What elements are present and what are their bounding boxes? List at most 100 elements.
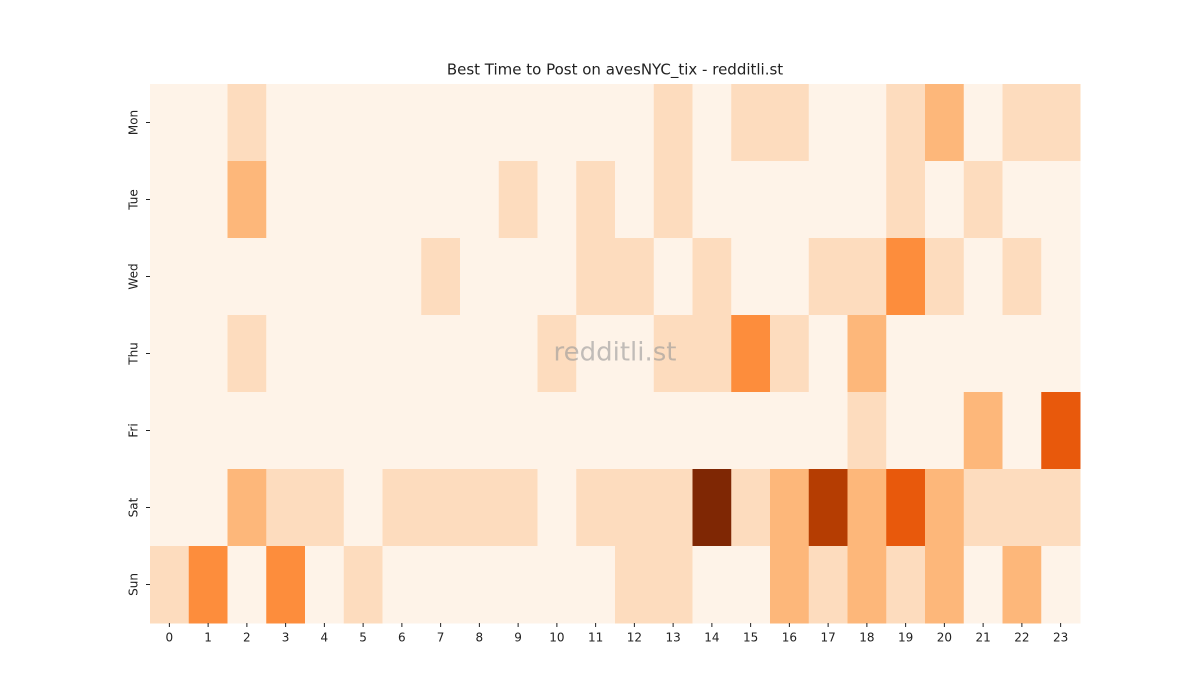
heat-cell <box>266 392 306 470</box>
x-tick-label: 22 <box>1014 631 1029 645</box>
y-tick-label: Tue <box>127 189 141 211</box>
heat-cell <box>925 238 965 316</box>
heat-cell <box>886 315 926 393</box>
heat-cell <box>653 546 693 624</box>
heat-cell <box>227 315 267 393</box>
heat-cell <box>615 469 655 547</box>
heat-cell <box>188 392 228 470</box>
heat-cell <box>266 84 306 162</box>
heat-cell <box>692 546 732 624</box>
heat-cell <box>1002 161 1042 239</box>
heat-cell <box>188 315 228 393</box>
y-tick-label: Wed <box>127 263 141 289</box>
heat-cell <box>615 161 655 239</box>
x-tick-label: 14 <box>704 631 719 645</box>
heat-cell <box>770 392 810 470</box>
heat-cell <box>1002 546 1042 624</box>
heat-cell <box>653 161 693 239</box>
heat-cell <box>576 315 616 393</box>
heat-cell <box>770 161 810 239</box>
heat-cell <box>963 546 1003 624</box>
x-tick-label: 9 <box>514 631 522 645</box>
heat-cell <box>1041 315 1081 393</box>
heat-cell <box>343 161 383 239</box>
x-tick-label: 17 <box>820 631 835 645</box>
heat-cell <box>886 546 926 624</box>
heat-cell <box>382 84 422 162</box>
heat-cell <box>460 315 500 393</box>
heat-cell <box>460 84 500 162</box>
heat-cell <box>1041 238 1081 316</box>
heat-cell <box>343 546 383 624</box>
heat-cell <box>692 469 732 547</box>
heat-cell <box>925 315 965 393</box>
heat-cell <box>227 392 267 470</box>
y-tick-label: Sun <box>127 573 141 596</box>
x-tick-label: 5 <box>359 631 367 645</box>
x-tick-label: 19 <box>898 631 913 645</box>
heat-cell <box>421 315 461 393</box>
heat-cell <box>886 238 926 316</box>
x-tick-label: 11 <box>588 631 603 645</box>
x-tick-label: 8 <box>476 631 484 645</box>
heat-cell <box>498 546 538 624</box>
heat-cell <box>150 392 190 470</box>
heat-cell <box>808 161 848 239</box>
heat-cell <box>382 392 422 470</box>
heat-cell <box>1041 469 1081 547</box>
heat-cell <box>460 392 500 470</box>
heat-cell <box>421 84 461 162</box>
heat-cell <box>692 238 732 316</box>
heat-cell <box>886 84 926 162</box>
heat-cell <box>808 315 848 393</box>
heat-cell <box>266 546 306 624</box>
heat-cell <box>576 392 616 470</box>
x-tick-label: 18 <box>859 631 874 645</box>
heat-cell <box>692 84 732 162</box>
heat-cell <box>537 238 577 316</box>
heat-cell <box>847 84 887 162</box>
heat-cell <box>576 161 616 239</box>
heat-cell <box>808 546 848 624</box>
heat-cell <box>343 238 383 316</box>
heat-cell <box>460 238 500 316</box>
heat-cell <box>576 238 616 316</box>
heat-cell <box>421 161 461 239</box>
heat-cell <box>808 238 848 316</box>
heat-cell <box>498 161 538 239</box>
heat-cell <box>188 238 228 316</box>
y-tick-label: Fri <box>127 423 141 437</box>
y-tick-label: Mon <box>127 110 141 135</box>
heat-cell <box>343 392 383 470</box>
heat-cell <box>1002 84 1042 162</box>
y-tick-label: Thu <box>127 342 141 366</box>
heat-cell <box>227 546 267 624</box>
heat-cell <box>615 546 655 624</box>
heat-cell <box>615 84 655 162</box>
heat-cell <box>731 392 771 470</box>
heat-cell <box>770 315 810 393</box>
heat-cell <box>1002 238 1042 316</box>
heat-cell <box>498 238 538 316</box>
heat-cell <box>537 392 577 470</box>
heat-cell <box>925 161 965 239</box>
heat-cell <box>731 469 771 547</box>
chart-title: Best Time to Post on avesNYC_tix - reddi… <box>447 61 783 80</box>
x-tick-label: 2 <box>243 631 251 645</box>
heat-cell <box>150 469 190 547</box>
heat-cell <box>382 315 422 393</box>
heat-cell <box>305 84 345 162</box>
heat-cell <box>305 392 345 470</box>
heat-cell <box>1041 546 1081 624</box>
heat-cell <box>150 315 190 393</box>
heat-cell <box>305 315 345 393</box>
heat-cell <box>1041 392 1081 470</box>
heat-cell <box>615 315 655 393</box>
heat-cell <box>808 84 848 162</box>
heat-cell <box>963 392 1003 470</box>
x-tick-label: 1 <box>204 631 212 645</box>
heat-cell <box>382 469 422 547</box>
heat-cell <box>963 469 1003 547</box>
x-tick-label: 0 <box>166 631 174 645</box>
